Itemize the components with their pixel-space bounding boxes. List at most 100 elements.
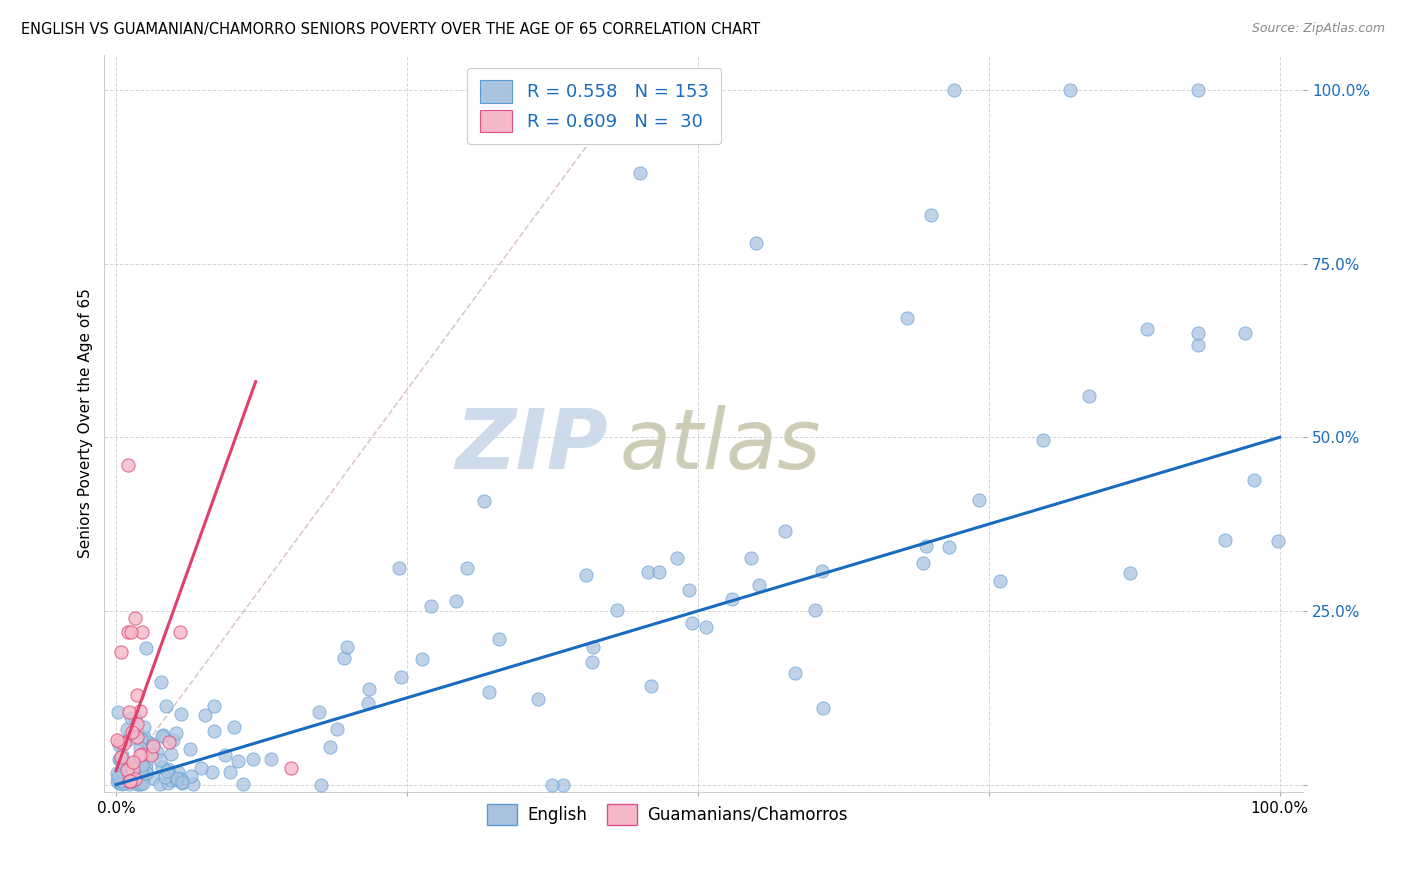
Point: [628, 166, 651, 180]
Point: [156, 776, 179, 790]
Point: [695, 620, 717, 634]
Point: [131, 747, 153, 761]
Point: [135, 762, 157, 776]
Point: [357, 696, 380, 710]
Point: [172, 776, 194, 790]
Point: [121, 772, 143, 786]
Point: [118, 706, 141, 720]
Point: [648, 566, 671, 580]
Point: [132, 719, 155, 733]
Point: [135, 765, 157, 780]
Point: [129, 740, 152, 755]
Point: [138, 735, 160, 749]
Point: [773, 524, 796, 538]
Point: [181, 777, 204, 791]
Point: [1119, 566, 1142, 580]
Point: [180, 769, 202, 783]
Point: [107, 752, 129, 766]
Text: ENGLISH VS GUAMANIAN/CHAMORRO SENIORS POVERTY OVER THE AGE OF 65 CORRELATION CHA: ENGLISH VS GUAMANIAN/CHAMORRO SENIORS PO…: [21, 22, 761, 37]
Point: [150, 729, 173, 743]
Point: [129, 756, 152, 770]
Point: [128, 757, 150, 772]
Point: [125, 730, 148, 744]
Point: [108, 734, 131, 748]
Point: [336, 640, 359, 654]
Point: [128, 704, 150, 718]
Point: [128, 731, 150, 745]
Point: [896, 310, 918, 325]
Point: [124, 756, 146, 770]
Point: [131, 772, 153, 786]
Point: [967, 493, 990, 508]
Point: [134, 763, 156, 777]
Point: [107, 770, 129, 784]
Point: [214, 747, 236, 762]
Point: [526, 692, 548, 706]
Point: [224, 720, 246, 734]
Point: [139, 747, 162, 762]
Point: [112, 776, 135, 790]
Point: [131, 777, 153, 791]
Point: [720, 592, 742, 607]
Point: [1267, 533, 1289, 548]
Point: [111, 748, 134, 763]
Point: [157, 762, 180, 776]
Point: [748, 578, 770, 592]
Point: [111, 777, 134, 791]
Point: [105, 766, 128, 780]
Point: [308, 705, 330, 719]
Point: [120, 761, 142, 775]
Point: [359, 682, 381, 697]
Point: [166, 771, 188, 785]
Point: [226, 754, 249, 768]
Point: [120, 772, 142, 787]
Point: [127, 688, 149, 702]
Point: [120, 774, 142, 789]
Point: [1243, 473, 1265, 487]
Point: [131, 758, 153, 772]
Point: [127, 767, 149, 781]
Point: [136, 741, 159, 756]
Point: [124, 772, 146, 786]
Text: atlas: atlas: [620, 405, 821, 486]
Point: [112, 736, 135, 750]
Point: [146, 745, 169, 759]
Point: [160, 773, 183, 788]
Point: [108, 738, 131, 752]
Point: [637, 565, 659, 579]
Point: [135, 756, 157, 771]
Point: [142, 737, 165, 751]
Point: [127, 777, 149, 791]
Point: [149, 752, 172, 766]
Point: [120, 757, 142, 772]
Point: [105, 773, 128, 788]
Point: [1187, 83, 1209, 97]
Point: [1136, 321, 1159, 335]
Point: [551, 778, 574, 792]
Point: [581, 655, 603, 669]
Point: [582, 640, 605, 655]
Point: [118, 773, 141, 788]
Point: [105, 733, 128, 747]
Point: [456, 560, 478, 574]
Point: [160, 747, 183, 761]
Point: [139, 747, 162, 762]
Point: [129, 764, 152, 779]
Point: [745, 235, 768, 250]
Point: [280, 761, 302, 775]
Point: [740, 550, 762, 565]
Point: [478, 684, 501, 698]
Point: [122, 772, 145, 787]
Point: [811, 701, 834, 715]
Point: [915, 539, 938, 553]
Point: [640, 679, 662, 693]
Point: [165, 726, 187, 740]
Point: [155, 699, 177, 714]
Point: [990, 574, 1012, 588]
Point: [120, 774, 142, 789]
Point: [135, 641, 157, 656]
Point: [124, 611, 146, 625]
Point: [122, 762, 145, 776]
Point: [142, 739, 165, 754]
Point: [107, 705, 129, 719]
